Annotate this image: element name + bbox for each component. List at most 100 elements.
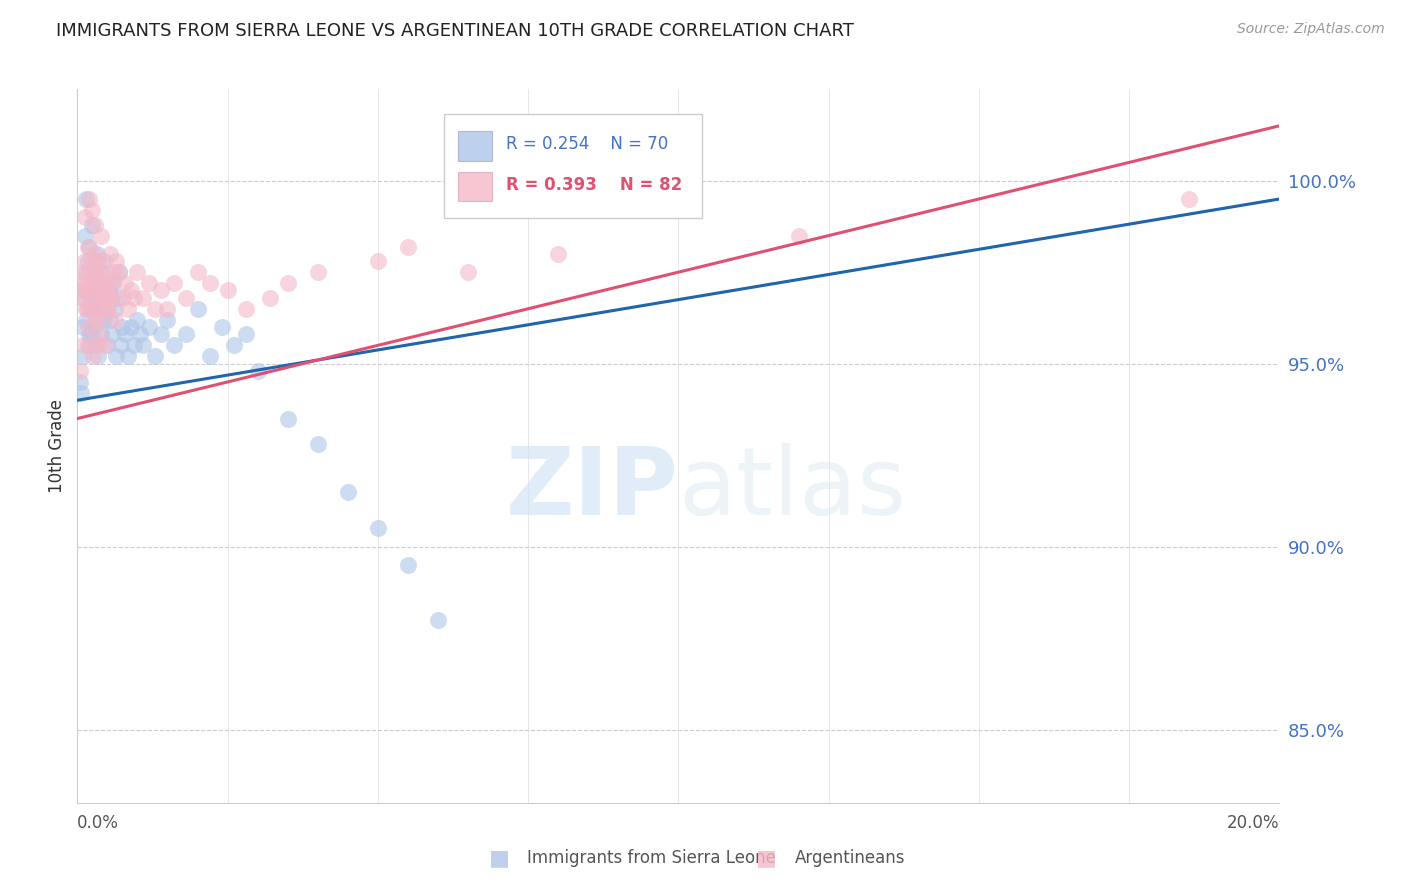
- Point: [1178, 192, 1201, 206]
- Point: [114, 276, 136, 290]
- Point: [120, 284, 142, 298]
- Point: [100, 247, 122, 261]
- Point: [80, 327, 103, 342]
- Point: [138, 276, 160, 290]
- Point: [98, 291, 121, 305]
- Point: [110, 338, 132, 352]
- Point: [75, 228, 97, 243]
- Point: [90, 265, 112, 279]
- Point: [80, 254, 103, 268]
- Point: [86, 247, 108, 261]
- Point: [127, 312, 149, 326]
- Point: [120, 320, 142, 334]
- Point: [211, 320, 233, 334]
- Point: [367, 254, 389, 268]
- Point: [187, 301, 209, 316]
- Point: [96, 301, 118, 316]
- Point: [96, 301, 118, 316]
- Point: [150, 327, 173, 342]
- Point: [72, 338, 94, 352]
- Point: [77, 327, 100, 342]
- Text: Source: ZipAtlas.com: Source: ZipAtlas.com: [1237, 22, 1385, 37]
- Point: [105, 349, 128, 363]
- Y-axis label: 10th Grade: 10th Grade: [48, 399, 66, 493]
- Text: 0.0%: 0.0%: [77, 814, 120, 831]
- Point: [145, 301, 167, 316]
- Point: [79, 284, 101, 298]
- Point: [396, 558, 419, 572]
- Point: [277, 276, 299, 290]
- Point: [174, 291, 197, 305]
- Point: [127, 265, 149, 279]
- Point: [72, 265, 94, 279]
- Point: [104, 301, 127, 316]
- Point: [77, 338, 100, 352]
- Point: [222, 338, 245, 352]
- Point: [367, 521, 389, 535]
- Point: [111, 320, 134, 334]
- Point: [75, 276, 97, 290]
- Point: [96, 284, 118, 298]
- Point: [89, 291, 111, 305]
- Point: [97, 276, 120, 290]
- Point: [73, 254, 96, 268]
- Text: ZIP: ZIP: [506, 442, 679, 535]
- Point: [105, 254, 128, 268]
- Text: atlas: atlas: [679, 442, 907, 535]
- Point: [114, 327, 136, 342]
- Point: [82, 218, 104, 232]
- Point: [93, 291, 115, 305]
- Text: Immigrants from Sierra Leone: Immigrants from Sierra Leone: [527, 849, 776, 867]
- Point: [86, 301, 108, 316]
- Point: [156, 301, 179, 316]
- Point: [547, 247, 569, 261]
- Point: [73, 284, 96, 298]
- Point: [82, 349, 104, 363]
- Point: [108, 265, 131, 279]
- Point: [91, 276, 114, 290]
- Point: [69, 375, 91, 389]
- Point: [101, 291, 124, 305]
- Point: [427, 613, 450, 627]
- Text: ■: ■: [756, 848, 776, 868]
- Point: [259, 291, 281, 305]
- Point: [84, 276, 107, 290]
- Point: [77, 320, 100, 334]
- Point: [69, 364, 91, 378]
- Point: [787, 228, 810, 243]
- Point: [457, 265, 479, 279]
- Point: [90, 327, 112, 342]
- Point: [90, 301, 112, 316]
- Point: [307, 265, 329, 279]
- Point: [93, 291, 115, 305]
- Point: [198, 349, 221, 363]
- Point: [91, 284, 114, 298]
- Text: R = 0.254    N = 70: R = 0.254 N = 70: [506, 136, 669, 153]
- Point: [277, 411, 299, 425]
- FancyBboxPatch shape: [444, 114, 703, 218]
- Point: [75, 211, 97, 225]
- Point: [103, 276, 125, 290]
- Point: [117, 349, 139, 363]
- Point: [84, 218, 107, 232]
- Point: [87, 254, 110, 268]
- Point: [70, 284, 93, 298]
- Point: [70, 386, 93, 401]
- Point: [73, 291, 96, 305]
- Text: Argentineans: Argentineans: [794, 849, 905, 867]
- Point: [84, 312, 107, 326]
- Point: [82, 291, 104, 305]
- Point: [77, 284, 100, 298]
- Point: [79, 192, 101, 206]
- Point: [235, 327, 257, 342]
- Point: [93, 254, 115, 268]
- Point: [187, 265, 209, 279]
- Point: [75, 192, 97, 206]
- Text: 20.0%: 20.0%: [1227, 814, 1279, 831]
- Point: [70, 276, 93, 290]
- Point: [86, 265, 108, 279]
- Point: [76, 254, 98, 268]
- Point: [307, 437, 329, 451]
- Point: [117, 301, 139, 316]
- Point: [96, 265, 118, 279]
